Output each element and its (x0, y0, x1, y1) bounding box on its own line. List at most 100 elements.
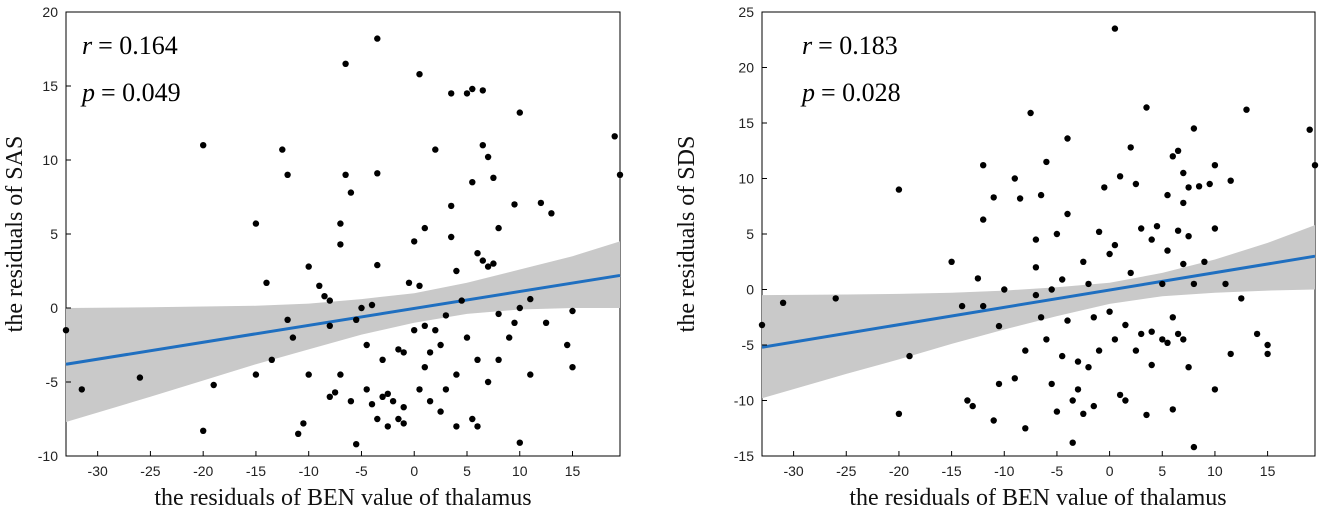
points-layer (62, 35, 624, 448)
data-point (263, 279, 270, 286)
data-point (416, 71, 423, 78)
data-point (426, 398, 434, 405)
x-tick-label: -10 (299, 463, 319, 479)
data-point (463, 90, 471, 97)
data-point (252, 220, 260, 227)
data-point (342, 171, 349, 178)
data-point (295, 430, 302, 437)
x-tick-label: 10 (512, 463, 528, 479)
r-value: = 0.164 (98, 31, 178, 60)
data-point (363, 386, 370, 393)
data-point (411, 238, 418, 245)
data-point (1101, 184, 1108, 191)
fit-line-layer (65, 273, 621, 366)
data-point (1238, 295, 1245, 302)
data-point (1090, 402, 1097, 410)
data-point (542, 319, 550, 326)
data-point (758, 321, 766, 329)
data-point (347, 189, 355, 196)
data-point (384, 423, 391, 430)
y-tick-label: 15 (738, 115, 754, 131)
data-point (948, 258, 955, 265)
data-point (980, 162, 987, 169)
y-ticks-layer: -15 -10 -5 0 5 10 15 20 25 (734, 4, 767, 464)
data-point (1059, 352, 1066, 360)
data-point (1169, 406, 1176, 413)
data-point (1206, 180, 1213, 188)
regression-line (761, 254, 1316, 349)
data-point (990, 417, 997, 424)
data-point (479, 87, 486, 94)
data-point (448, 233, 455, 241)
data-point (374, 35, 381, 42)
data-point (1032, 236, 1040, 243)
x-tick-label: 15 (565, 463, 581, 479)
data-point (326, 322, 333, 329)
data-point (1201, 258, 1208, 265)
data-point (437, 341, 444, 349)
data-point (1227, 350, 1234, 358)
y-tick-label: -5 (742, 337, 755, 353)
data-point (980, 302, 987, 310)
data-point (411, 327, 418, 334)
data-point (405, 279, 413, 286)
data-point (136, 374, 144, 381)
data-point (432, 146, 439, 153)
data-point (1048, 380, 1055, 388)
x-tick-label: -25 (140, 463, 160, 479)
fit-line-layer (761, 254, 1316, 349)
data-point (400, 404, 407, 411)
x-tick-label: 0 (410, 463, 418, 479)
data-point (1127, 269, 1134, 277)
data-point (1053, 230, 1061, 238)
y-tick-label: -15 (734, 448, 754, 464)
data-point (1064, 135, 1071, 142)
p-stat: p = 0.028 (800, 78, 901, 107)
data-point (1243, 106, 1250, 113)
data-point (958, 302, 966, 310)
data-point (252, 371, 260, 378)
data-point (1116, 173, 1124, 180)
data-point (1264, 341, 1271, 349)
data-point (1169, 314, 1176, 321)
data-point (516, 439, 523, 446)
data-point (906, 352, 913, 360)
data-point (358, 304, 365, 312)
data-point (995, 322, 1003, 330)
data-point (474, 356, 481, 363)
y-tick-label: 10 (42, 152, 58, 168)
x-tick-label: 5 (463, 463, 471, 479)
data-point (1080, 410, 1087, 417)
data-point (1195, 183, 1203, 190)
data-point (484, 378, 492, 386)
data-point (326, 393, 333, 400)
y-tick-label: 5 (50, 226, 58, 242)
data-point (1064, 210, 1071, 218)
data-point (1132, 347, 1140, 354)
data-point (1037, 191, 1045, 199)
data-point (1132, 180, 1140, 188)
data-point (1032, 291, 1040, 299)
data-point (495, 356, 502, 363)
x-tick-label: -5 (1051, 463, 1064, 479)
data-point (200, 142, 207, 149)
data-point (1211, 386, 1219, 393)
data-point (616, 171, 624, 178)
y-tick-label: 0 (746, 282, 754, 298)
data-point (1074, 386, 1082, 393)
y-axis-title: the residuals of SAS (2, 136, 28, 333)
x-tick-label: -30 (783, 463, 803, 479)
data-point (1180, 260, 1187, 268)
y-ticks-layer: -10 -5 0 5 10 15 20 (38, 4, 71, 464)
y-tick-label: 20 (42, 4, 58, 20)
data-point (1190, 443, 1198, 451)
data-point (342, 60, 349, 67)
data-point (516, 304, 523, 312)
data-point (1001, 286, 1008, 293)
data-point (1011, 175, 1018, 182)
data-point (469, 85, 476, 93)
data-point (363, 341, 370, 349)
data-point (1306, 126, 1313, 133)
data-point (469, 415, 476, 423)
data-point (279, 146, 286, 153)
